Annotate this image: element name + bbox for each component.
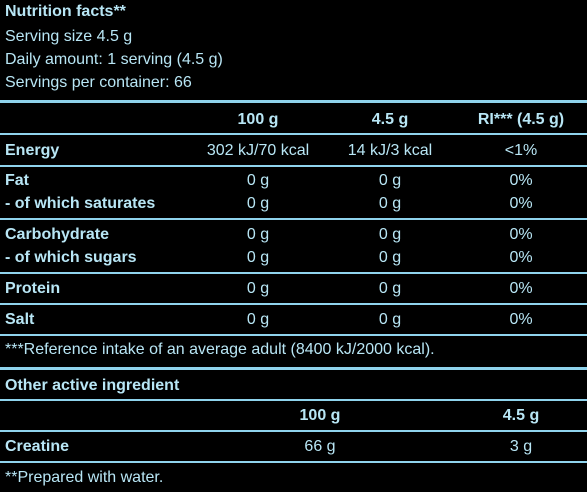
active-column-header-100g: 100 g bbox=[299, 407, 341, 424]
protein-ri: 0% bbox=[509, 280, 533, 297]
salt-per-100g: 0 g bbox=[246, 311, 270, 328]
creatine-per-serving: 3 g bbox=[509, 438, 533, 455]
divider bbox=[0, 218, 587, 220]
divider bbox=[0, 100, 587, 103]
salt-ri: 0% bbox=[509, 311, 533, 328]
column-header-100g: 100 g bbox=[237, 111, 279, 128]
row-label-sugars: - of which sugars bbox=[5, 249, 137, 266]
protein-per-100g: 0 g bbox=[246, 280, 270, 297]
active-column-header-serving: 4.5 g bbox=[502, 407, 540, 424]
saturates-per-100g: 0 g bbox=[246, 195, 270, 212]
carbohydrate-per-serving: 0 g bbox=[378, 226, 402, 243]
daily-amount: Daily amount: 1 serving (4.5 g) bbox=[5, 51, 223, 68]
saturates-ri: 0% bbox=[509, 195, 533, 212]
saturates-per-serving: 0 g bbox=[378, 195, 402, 212]
servings-per-container: Servings per container: 66 bbox=[5, 74, 192, 91]
divider bbox=[0, 399, 587, 401]
row-label-energy: Energy bbox=[5, 142, 60, 159]
fat-per-100g: 0 g bbox=[246, 172, 270, 189]
divider bbox=[0, 272, 587, 274]
divider bbox=[0, 303, 587, 305]
energy-per-100g: 302 kJ/70 kcal bbox=[206, 142, 310, 159]
serving-size: Serving size 4.5 g bbox=[5, 28, 133, 45]
divider bbox=[0, 430, 587, 432]
energy-per-serving: 14 kJ/3 kcal bbox=[347, 142, 433, 159]
fat-ri: 0% bbox=[509, 172, 533, 189]
divider bbox=[0, 367, 587, 370]
sugars-per-100g: 0 g bbox=[246, 249, 270, 266]
column-header-ri: RI*** (4.5 g) bbox=[477, 111, 565, 128]
column-header-serving: 4.5 g bbox=[371, 111, 409, 128]
row-label-carbohydrate: Carbohydrate bbox=[5, 226, 110, 243]
divider bbox=[0, 165, 587, 167]
fat-per-serving: 0 g bbox=[378, 172, 402, 189]
creatine-per-100g: 66 g bbox=[304, 438, 336, 455]
divider bbox=[0, 334, 587, 336]
carbohydrate-ri: 0% bbox=[509, 226, 533, 243]
active-ingredient-title: Other active ingredient bbox=[5, 377, 180, 394]
sugars-ri: 0% bbox=[509, 249, 533, 266]
row-label-saturates: - of which saturates bbox=[5, 195, 156, 212]
prepared-note: **Prepared with water. bbox=[5, 469, 164, 486]
carbohydrate-per-100g: 0 g bbox=[246, 226, 270, 243]
energy-ri: <1% bbox=[504, 142, 538, 159]
divider bbox=[0, 461, 587, 463]
ri-footnote: ***Reference intake of an average adult … bbox=[5, 341, 435, 358]
row-label-salt: Salt bbox=[5, 311, 35, 328]
row-label-protein: Protein bbox=[5, 280, 61, 297]
row-label-creatine: Creatine bbox=[5, 438, 70, 455]
sugars-per-serving: 0 g bbox=[378, 249, 402, 266]
divider bbox=[0, 133, 587, 135]
row-label-fat: Fat bbox=[5, 172, 29, 189]
nutrition-title: Nutrition facts** bbox=[5, 3, 126, 20]
salt-per-serving: 0 g bbox=[378, 311, 402, 328]
protein-per-serving: 0 g bbox=[378, 280, 402, 297]
